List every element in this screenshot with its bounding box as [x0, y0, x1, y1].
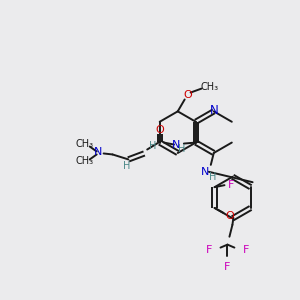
Text: H: H — [209, 172, 217, 182]
Text: N: N — [209, 104, 218, 117]
Text: O: O — [183, 89, 192, 100]
Text: F: F — [224, 262, 231, 272]
Text: CH₃: CH₃ — [76, 156, 94, 167]
Text: F: F — [206, 244, 212, 255]
Text: O: O — [156, 125, 164, 135]
Text: H: H — [123, 161, 130, 171]
Text: CH₃: CH₃ — [76, 139, 94, 148]
Text: O: O — [225, 211, 234, 221]
Text: F: F — [243, 244, 250, 255]
Text: CH₃: CH₃ — [200, 82, 218, 92]
Text: N: N — [94, 148, 102, 158]
Text: N: N — [201, 167, 209, 177]
Text: H: H — [178, 143, 186, 154]
Text: F: F — [228, 180, 235, 190]
Text: H: H — [149, 140, 157, 151]
Text: N: N — [172, 140, 180, 150]
